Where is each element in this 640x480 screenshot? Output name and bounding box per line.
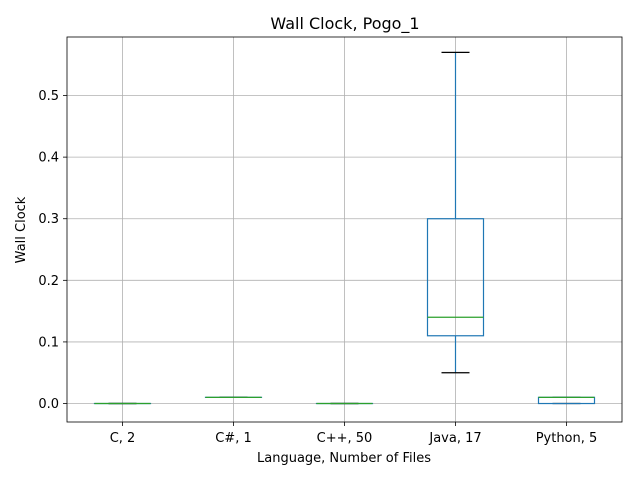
x-tick-label: C++, 50: [317, 431, 373, 446]
tick-layer: 0.0 0.1 0.2 0.3 0.4 0.5 C, 2 C#, 1 C++, 50 Java, …: [38, 89, 597, 446]
y-axis-label: Wall Clock: [14, 196, 29, 263]
x-tick-label: Java, 17: [428, 431, 481, 446]
y-tick-label: 0.0: [38, 397, 59, 412]
box-layer: [93, 51, 596, 405]
grid-layer: [67, 37, 622, 422]
y-tick-label: 0.4: [38, 151, 59, 166]
x-tick-label: C#, 1: [215, 431, 252, 446]
iqr-box: [426, 218, 485, 337]
x-tick-label: C, 2: [110, 431, 136, 446]
y-tick-label: 0.1: [38, 335, 59, 350]
x-tick-label: Python, 5: [536, 431, 598, 446]
y-tick-label: 0.3: [38, 212, 59, 227]
x-axis-label: Language, Number of Files: [257, 451, 431, 466]
y-tick-label: 0.2: [38, 274, 59, 289]
chart-title: Wall Clock, Pogo_1: [270, 14, 419, 34]
y-tick-label: 0.5: [38, 89, 59, 104]
